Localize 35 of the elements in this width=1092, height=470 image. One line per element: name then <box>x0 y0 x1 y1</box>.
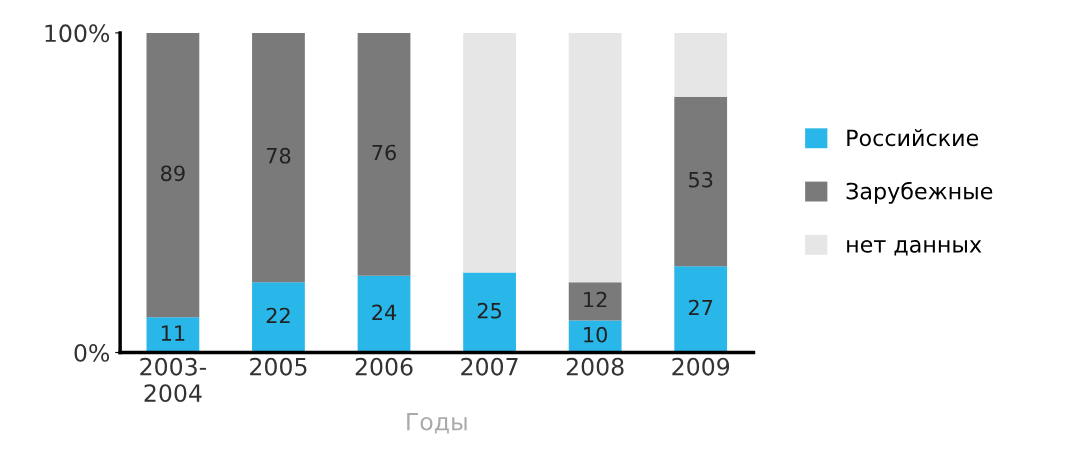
data-label: 53 <box>689 171 713 188</box>
data-label: 25 <box>477 302 502 319</box>
data-label: 76 <box>372 144 396 161</box>
bar <box>252 32 305 283</box>
bar <box>674 32 728 97</box>
data-label: 89 <box>161 165 185 182</box>
bar <box>357 32 411 276</box>
x-tick-label: 2007 <box>461 357 518 376</box>
y-tick-label: 100% <box>45 24 110 43</box>
bar <box>463 32 516 273</box>
data-label: 11 <box>161 325 185 341</box>
y-tick-label: 0% <box>74 343 110 362</box>
x-tick-label: 2009 <box>672 357 730 376</box>
data-label: 27 <box>688 299 713 316</box>
legend-label: Зарубежные <box>846 181 993 204</box>
bar <box>674 266 728 353</box>
legend-label: нет данных <box>847 240 982 256</box>
x-axis-title: Годы <box>407 412 467 434</box>
x-tick-label: 2006 <box>355 357 413 376</box>
x-tick-label: 2008 <box>566 357 624 376</box>
bar <box>357 275 411 353</box>
bar <box>568 282 622 321</box>
legend-label: Российские <box>847 129 979 147</box>
data-label: 22 <box>266 307 290 324</box>
bar <box>146 32 200 318</box>
data-label: 10 <box>584 326 608 343</box>
x-tick-label: 2005 <box>250 357 307 376</box>
data-label: 12 <box>584 291 607 308</box>
bar <box>463 272 516 353</box>
x-tick-label: 2003- 2004 <box>140 357 207 403</box>
data-label: 78 <box>266 147 291 164</box>
data-label: 24 <box>372 304 397 320</box>
bar <box>674 96 728 267</box>
bar <box>252 282 305 353</box>
bar <box>568 32 622 283</box>
